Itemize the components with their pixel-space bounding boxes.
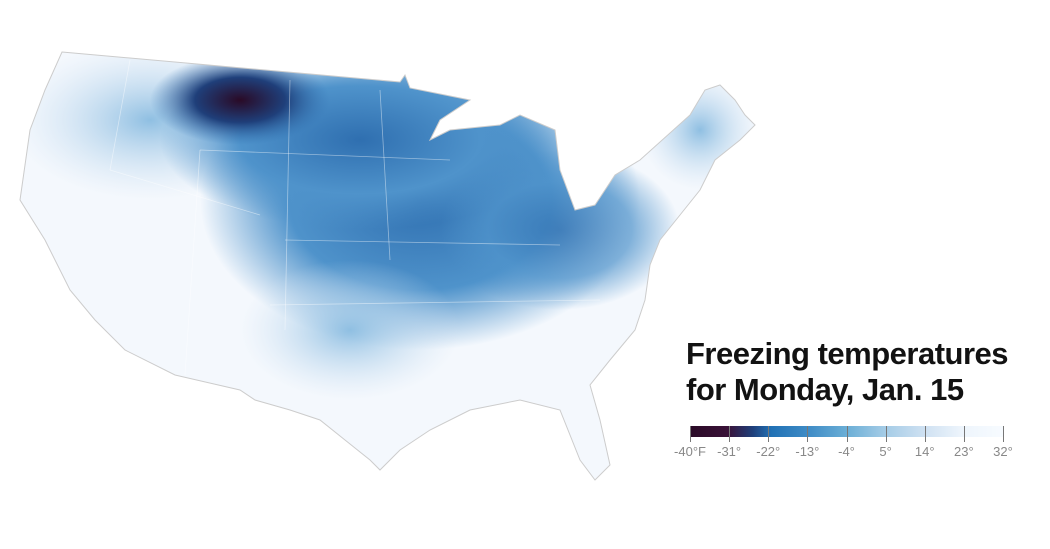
legend-label: -31° <box>717 444 742 459</box>
map-title: Freezing temperatures for Monday, Jan. 1… <box>686 336 1009 408</box>
us-outline <box>19 51 756 481</box>
legend-tick <box>690 426 691 442</box>
legend-tick <box>885 426 887 442</box>
legend-label: -4° <box>838 444 855 459</box>
legend-tick <box>807 426 809 442</box>
legend-label: 5° <box>879 444 892 459</box>
legend-tick <box>963 426 965 442</box>
color-legend: -40°F -31° -22° -13° -4° 5° 14° 23° 32° <box>670 420 1040 470</box>
title-line-2: for Monday, Jan. 15 <box>686 372 964 407</box>
legend-label: 14° <box>914 444 935 459</box>
legend-label: -40°F <box>674 444 706 459</box>
legend-label: 23° <box>954 444 974 459</box>
legend-tick <box>1003 426 1004 442</box>
legend-label: -13° <box>795 444 820 459</box>
legend-tick <box>846 426 848 442</box>
title-line-1: Freezing temperatures <box>686 336 1009 371</box>
legend-label: 32° <box>993 444 1013 459</box>
legend-tick <box>729 426 731 442</box>
legend-tick <box>768 426 770 442</box>
state-borders <box>109 59 601 376</box>
legend-label: -22° <box>756 444 781 459</box>
legend-tick <box>924 426 926 442</box>
